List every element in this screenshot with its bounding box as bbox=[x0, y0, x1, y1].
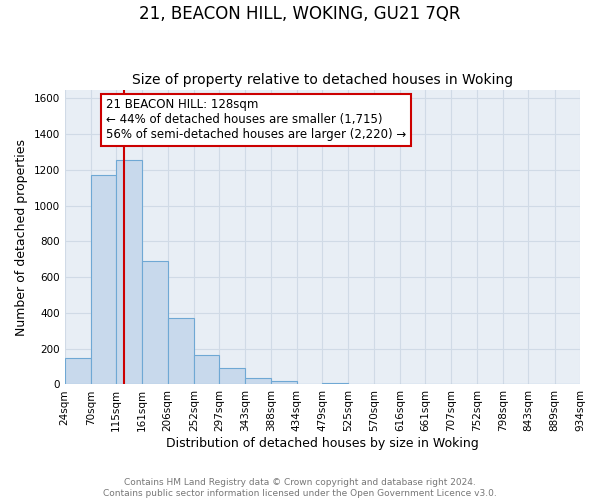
Y-axis label: Number of detached properties: Number of detached properties bbox=[15, 138, 28, 336]
Bar bbox=[219, 368, 245, 384]
Bar bbox=[194, 356, 219, 384]
Bar bbox=[65, 358, 91, 384]
X-axis label: Distribution of detached houses by size in Woking: Distribution of detached houses by size … bbox=[166, 437, 479, 450]
Bar bbox=[168, 318, 194, 384]
Text: 21 BEACON HILL: 128sqm
← 44% of detached houses are smaller (1,715)
56% of semi-: 21 BEACON HILL: 128sqm ← 44% of detached… bbox=[106, 98, 406, 142]
Text: Contains HM Land Registry data © Crown copyright and database right 2024.
Contai: Contains HM Land Registry data © Crown c… bbox=[103, 478, 497, 498]
Bar bbox=[91, 176, 116, 384]
Bar bbox=[322, 382, 349, 384]
Title: Size of property relative to detached houses in Woking: Size of property relative to detached ho… bbox=[132, 73, 513, 87]
Bar bbox=[142, 261, 168, 384]
Bar bbox=[245, 378, 271, 384]
Bar bbox=[116, 160, 142, 384]
Text: 21, BEACON HILL, WOKING, GU21 7QR: 21, BEACON HILL, WOKING, GU21 7QR bbox=[139, 5, 461, 23]
Bar bbox=[271, 380, 297, 384]
